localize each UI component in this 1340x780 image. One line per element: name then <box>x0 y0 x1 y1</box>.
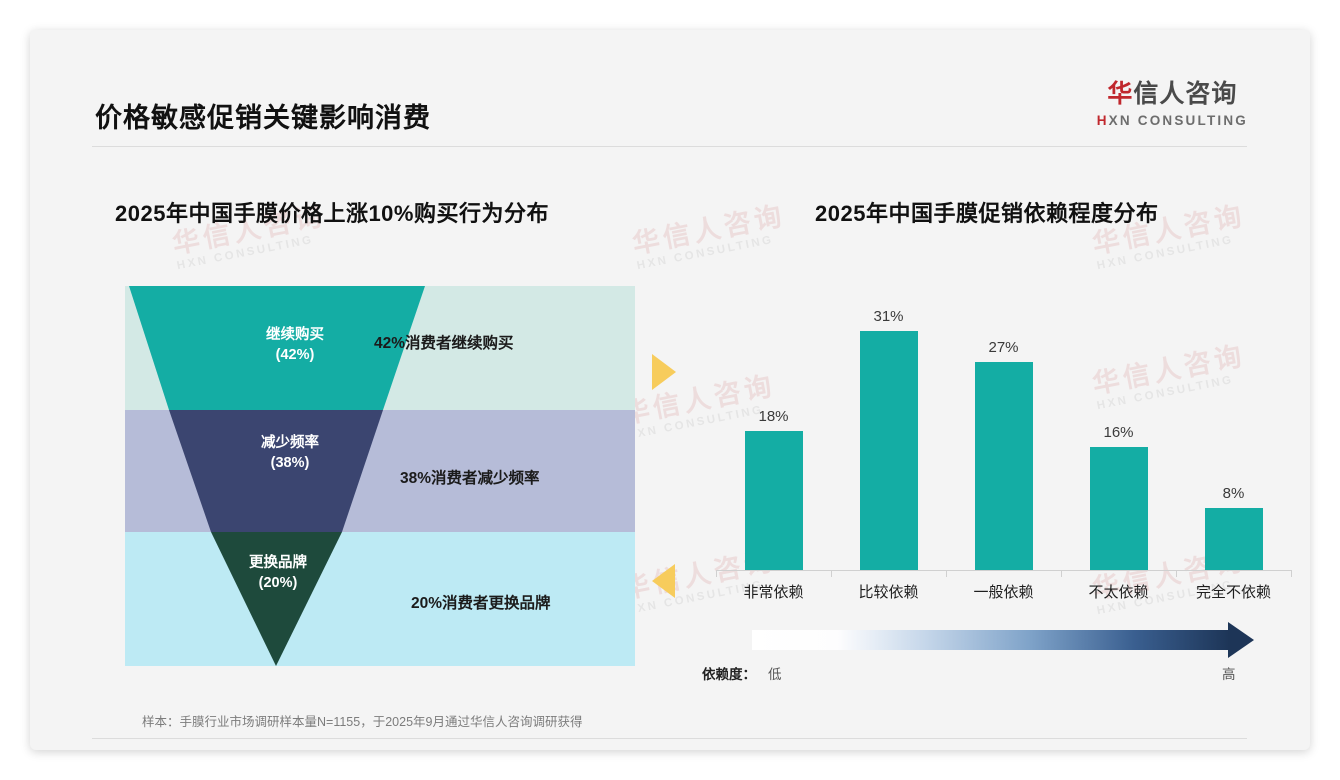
left-chart-title: 2025年中国手膜价格上涨10%购买行为分布 <box>115 201 549 226</box>
bar-value-label: 16% <box>1103 424 1134 441</box>
gradient-arrow-head-icon <box>1228 622 1254 658</box>
arrow-right-icon <box>652 354 676 390</box>
bar-value-label: 18% <box>758 408 789 425</box>
funnel-segment-3 <box>211 532 342 666</box>
bar-column: 18% <box>716 300 831 570</box>
logo-english: HXN CONSULTING <box>1097 114 1248 128</box>
axis-tick <box>1291 570 1292 577</box>
bar <box>1204 508 1263 570</box>
funnel-segment-1 <box>129 286 425 410</box>
bar <box>744 431 803 570</box>
axis-tick <box>1061 570 1062 577</box>
segment-1-value: (42%) <box>275 346 315 363</box>
footer-copyright: ©2025.11 HXR华信人咨询 <box>100 749 246 750</box>
segment-2-value: (38%) <box>270 454 310 471</box>
footer-divider <box>92 738 1247 739</box>
funnel-segment-label-3: 更换品牌 (20%) <box>208 554 348 593</box>
logo-en-red: H <box>1096 113 1109 128</box>
funnel-callout-text-2: 38%消费者减少频率 <box>400 470 540 487</box>
right-chart-title: 2025年中国手膜促销依赖程度分布 <box>815 201 1159 226</box>
bar <box>974 362 1033 570</box>
bar-value-label: 31% <box>873 308 904 325</box>
axis-tick <box>1176 570 1177 577</box>
bar-category-label: 比较依赖 <box>858 584 919 601</box>
axis-tick <box>716 570 717 577</box>
watermark-line2: HXN CONSULTING <box>635 233 775 273</box>
slide-card: 价格敏感促销关键影响消费 华信人咨询 HXN CONSULTING 华信人咨询 … <box>30 30 1310 750</box>
segment-2-name: 减少频率 <box>261 435 319 451</box>
funnel-callout-text-1: 42%消费者继续购买 <box>374 335 514 352</box>
bar-category-label: 完全不依赖 <box>1195 584 1271 601</box>
bar <box>859 331 918 570</box>
logo-chinese: 华信人咨询 <box>1097 82 1248 107</box>
watermark-line1: 华信人咨询 <box>630 200 788 260</box>
segment-3-name: 更换品牌 <box>249 555 307 571</box>
funnel-segment-label-1: 继续购买 (42%) <box>225 326 365 365</box>
axis-tick <box>946 570 947 577</box>
bar-category-label: 一般依赖 <box>973 584 1034 601</box>
bar-chart-axis <box>716 570 1291 571</box>
funnel-chart: 继续购买 (42%) 减少频率 (38%) 更换品牌 (20%) 42%消费者继… <box>125 286 635 666</box>
legend-high-label: 高 <box>1222 667 1236 682</box>
axis-tick <box>831 570 832 577</box>
watermark-line2: HXN CONSULTING <box>175 233 315 273</box>
segment-1-name: 继续购买 <box>266 327 324 343</box>
footer-website: www.hxrcon.com <box>1146 749 1240 750</box>
watermark-line2: HXN CONSULTING <box>1095 233 1235 273</box>
page-title: 价格敏感促销关键影响消费 <box>95 103 431 133</box>
bar-value-label: 8% <box>1222 485 1245 502</box>
funnel-callout-text-3: 20%消费者更换品牌 <box>411 595 551 612</box>
logo-cn-red: 华 <box>1107 80 1134 108</box>
company-logo: 华信人咨询 HXN CONSULTING <box>1097 82 1248 128</box>
funnel-callout-panel-3 <box>125 532 635 666</box>
bar-column: 31% <box>831 300 946 570</box>
funnel-shape <box>129 286 425 666</box>
watermark: 华信人咨询 HXN CONSULTING <box>630 200 791 273</box>
bar-column: 27% <box>946 300 1061 570</box>
source-note: 样本：手膜行业市场调研样本量N=1155，于2025年9月通过华信人咨询调研获得 <box>142 715 583 729</box>
logo-en-rest: XN CONSULTING <box>1108 113 1248 128</box>
legend-low-label: 低 <box>768 667 782 682</box>
bar <box>1089 447 1148 570</box>
slide-header: 价格敏感促销关键影响消费 华信人咨询 HXN CONSULTING <box>30 30 1310 147</box>
funnel-segment-label-2: 减少频率 (38%) <box>220 434 360 473</box>
segment-3-value: (20%) <box>258 574 298 591</box>
dependency-gradient-legend <box>752 622 1272 658</box>
bar-value-label: 27% <box>988 339 1019 356</box>
bar-category-label: 非常依赖 <box>743 584 804 601</box>
bar-chart: 18% 31% 27% 16% 8% <box>716 300 1291 570</box>
gradient-bar <box>752 630 1230 650</box>
logo-cn-rest: 信人咨询 <box>1133 80 1238 108</box>
legend-key-label: 依赖度： <box>702 667 756 682</box>
bar-category-label: 不太依赖 <box>1088 584 1149 601</box>
funnel-segment-2 <box>169 410 383 532</box>
bar-column: 8% <box>1176 300 1291 570</box>
bar-column: 16% <box>1061 300 1176 570</box>
header-divider <box>92 146 1247 147</box>
arrow-left-icon <box>652 564 675 598</box>
